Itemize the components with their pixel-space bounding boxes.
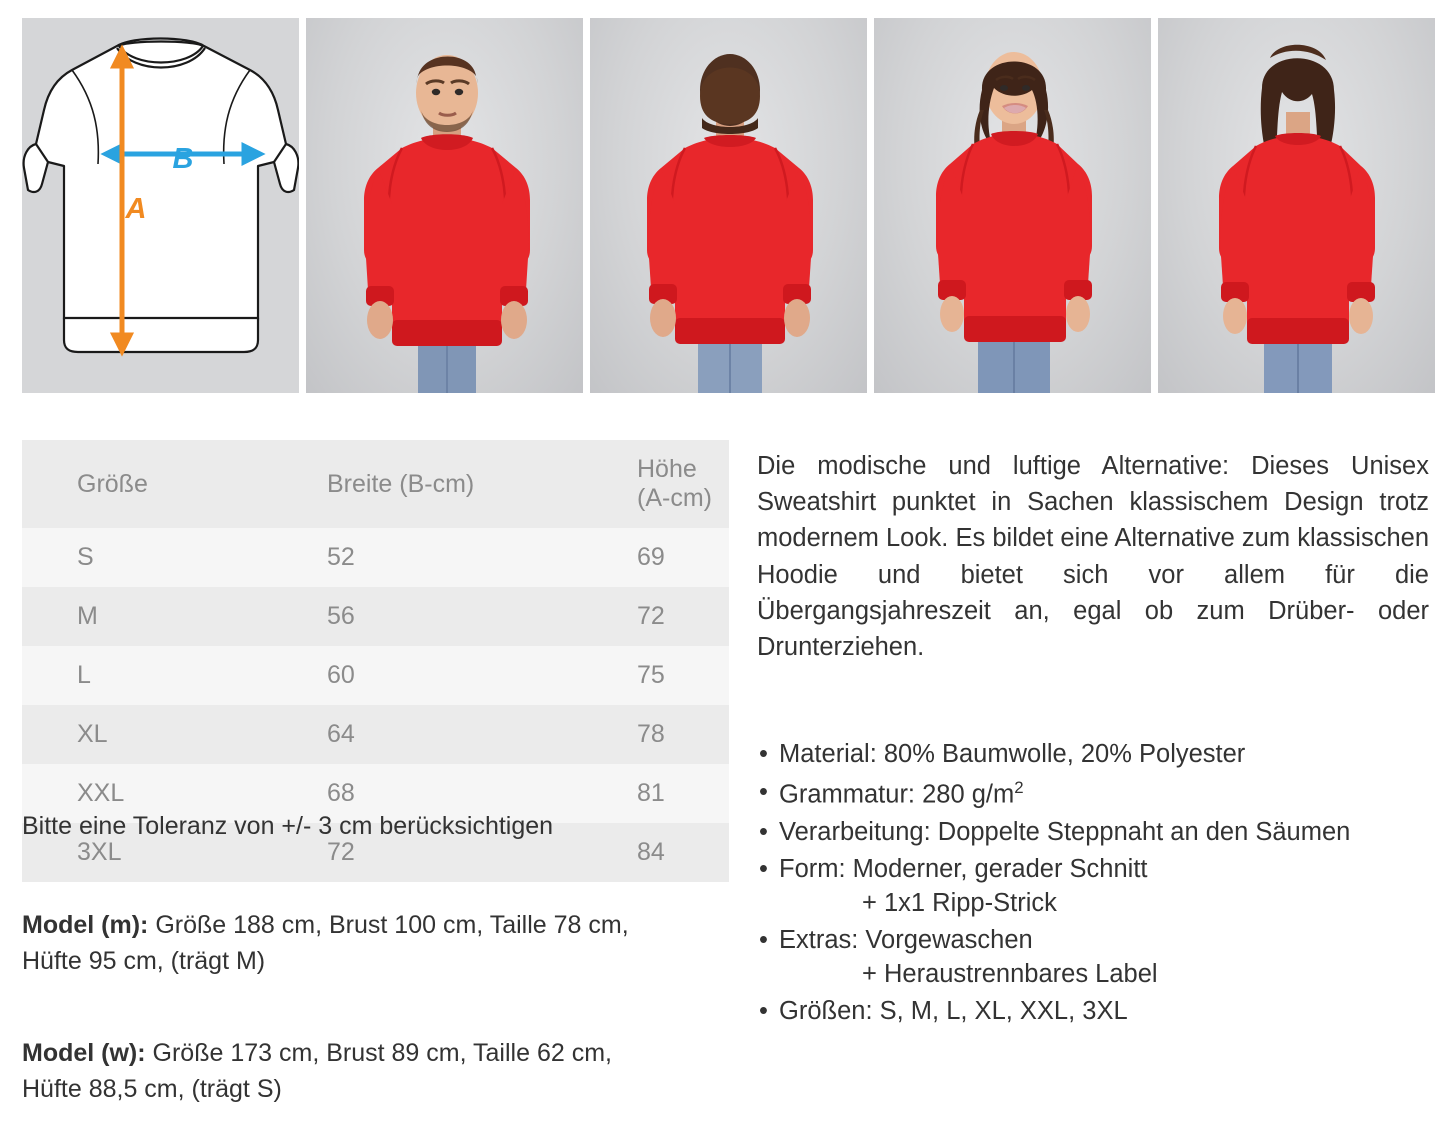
table-row: XL 64 78 <box>22 705 729 764</box>
gallery-image-technical-drawing[interactable]: B A <box>22 18 299 393</box>
tolerance-note: Bitte eine Toleranz von +/- 3 cm berücks… <box>22 812 554 840</box>
list-item: Grammatur: 280 g/m2 <box>757 777 1445 808</box>
cell-width: 60 <box>327 661 355 689</box>
column-header-width: Breite (B-cm) <box>327 469 475 498</box>
model-female-measurements: Model (w): Größe 173 cm, Brust 89 cm, Ta… <box>22 1036 722 1107</box>
list-item-sub: + 1x1 Ripp-Strick <box>757 888 1445 917</box>
list-item: Form: Moderner, gerader Schnitt <box>757 855 1445 883</box>
gallery-image-model-male-back[interactable] <box>590 18 867 393</box>
list-item: Verarbeitung: Doppelte Steppnaht an den … <box>757 817 1445 846</box>
model-male-line1: Größe 188 cm, Brust 100 cm, Taille 78 cm… <box>148 911 629 939</box>
cell-width: 72 <box>327 838 355 866</box>
model-male-measurements: Model (m): Größe 188 cm, Brust 100 cm, T… <box>22 908 722 979</box>
model-female-label: Model (w): <box>22 1039 146 1067</box>
table-row: S 52 69 <box>22 528 729 587</box>
cell-width: 64 <box>327 720 355 748</box>
cell-size: 3XL <box>77 838 122 866</box>
model-male-line2: Hüfte 95 cm, (trägt M) <box>22 946 266 975</box>
model-female-back-illustration <box>1219 44 1375 393</box>
cell-height: 78 <box>637 720 665 748</box>
list-item: Material: 80% Baumwolle, 20% Polyester <box>757 740 1445 768</box>
table-row: XXL 68 81 <box>22 764 729 823</box>
cell-height: 81 <box>637 779 665 807</box>
label-a: A <box>125 193 147 225</box>
cell-size: L <box>77 661 91 689</box>
feature-text: + Heraustrennbares Label <box>862 959 1158 988</box>
feature-list: Material: 80% Baumwolle, 20% Polyester G… <box>757 740 1445 1037</box>
feature-text: Verarbeitung: Doppelte Steppnaht an den … <box>779 817 1351 846</box>
cell-size: XXL <box>77 779 125 807</box>
cell-size: S <box>77 543 94 571</box>
cell-width: 56 <box>327 602 355 630</box>
feature-text: Grammatur: 280 g/m <box>779 780 1015 808</box>
model-male-back-illustration <box>647 54 813 393</box>
gallery-image-model-female-front[interactable] <box>874 18 1151 393</box>
model-female-line1: Größe 173 cm, Brust 89 cm, Taille 62 cm, <box>145 1039 612 1067</box>
size-chart-table: Größe Breite (B-cm) Höhe (A-cm) S 52 69 … <box>22 440 729 882</box>
cell-height: 72 <box>637 602 665 630</box>
table-row: L 60 75 <box>22 646 729 705</box>
feature-text: Extras: Vorgewaschen <box>779 926 1033 954</box>
label-b: B <box>173 143 194 175</box>
product-gallery: B A <box>22 18 1435 393</box>
height-arrow-a <box>109 44 135 357</box>
model-female-line2: Hüfte 88,5 cm, (trägt S) <box>22 1074 282 1103</box>
table-header-row: Größe Breite (B-cm) Höhe (A-cm) <box>22 440 729 528</box>
model-female-front-illustration <box>936 52 1092 393</box>
cell-height: 84 <box>637 838 665 866</box>
list-item: Größen: S, M, L, XL, XXL, 3XL <box>757 997 1445 1025</box>
feature-text: Material: 80% Baumwolle, 20% Polyester <box>779 740 1246 768</box>
column-header-size: Größe <box>77 469 148 498</box>
table-row: 3XL 72 84 <box>22 823 729 882</box>
table-row: M 56 72 <box>22 587 729 646</box>
list-item: Extras: Vorgewaschen <box>757 926 1445 954</box>
cell-size: M <box>77 602 98 630</box>
column-header-height: Höhe (A-cm) <box>637 455 712 512</box>
size-chart-body: S 52 69 M 56 72 L 60 75 XL 64 78 XXL 68 … <box>22 528 729 882</box>
feature-text: Größen: S, M, L, XL, XXL, 3XL <box>779 997 1128 1025</box>
model-male-label: Model (m): <box>22 911 149 939</box>
cell-width: 52 <box>327 543 355 571</box>
feature-text: Form: Moderner, gerader Schnitt <box>779 855 1148 883</box>
sweatshirt-technical-svg: B A <box>22 37 299 357</box>
cell-width: 68 <box>327 779 355 807</box>
cell-height: 69 <box>637 543 665 571</box>
feature-text: + 1x1 Ripp-Strick <box>862 888 1057 917</box>
size-chart-head: Größe Breite (B-cm) Höhe (A-cm) <box>22 440 729 528</box>
feature-superscript: 2 <box>1014 777 1024 797</box>
model-male-front-illustration <box>364 55 530 393</box>
list-item-sub: + Heraustrennbares Label <box>757 959 1445 988</box>
gallery-image-model-male-front[interactable] <box>306 18 583 393</box>
cell-height: 75 <box>637 661 665 689</box>
product-description: Die modische und luftige Alternative: Di… <box>757 452 1429 662</box>
gallery-image-model-female-back[interactable] <box>1158 18 1435 393</box>
cell-size: XL <box>77 720 108 748</box>
